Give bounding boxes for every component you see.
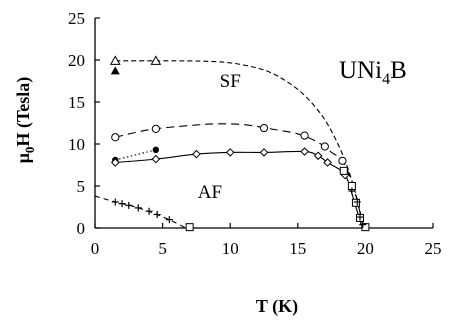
square-marker	[339, 166, 348, 175]
labels: UNi4B T (K) μ0H (Tesla) SF AF	[13, 57, 407, 317]
circle-marker	[259, 123, 269, 133]
circle-marker	[338, 156, 347, 165]
series-line-6	[94, 195, 186, 229]
plus-marker	[118, 200, 126, 208]
region-label: SF	[220, 71, 241, 92]
triangle-marker	[150, 55, 162, 65]
plus-marker	[111, 198, 119, 206]
markers	[109, 55, 370, 232]
x-tick-label: 25	[425, 239, 442, 258]
plus-marker	[153, 211, 161, 219]
filled-circle-marker	[152, 146, 160, 154]
y-axis-label: μ0H (Tesla)	[13, 77, 37, 164]
plus-marker	[353, 198, 361, 206]
x-tick-label: 20	[357, 239, 374, 258]
y-tick-label: 5	[77, 177, 86, 196]
diamond-marker	[259, 148, 269, 157]
x-tick-label: 10	[222, 239, 239, 258]
diamond-marker	[192, 149, 201, 159]
diamond-marker	[323, 158, 332, 167]
plus-marker	[359, 221, 367, 229]
circle-marker	[300, 131, 309, 140]
y-tick-label: 0	[77, 219, 86, 238]
circle-marker	[151, 124, 160, 133]
y-tick-label: 10	[68, 135, 85, 154]
square-marker	[351, 198, 360, 207]
region-label: AF	[198, 182, 222, 203]
y-tick-label: 15	[68, 93, 85, 112]
series-line-2	[115, 123, 364, 224]
diamond-marker	[151, 154, 161, 164]
series-line-0	[115, 60, 364, 224]
square-marker	[361, 223, 370, 232]
triangle-marker	[109, 55, 121, 65]
plus-marker	[348, 187, 356, 195]
x-tick-label: 5	[158, 239, 167, 258]
plus-marker	[145, 207, 153, 215]
circle-marker	[320, 142, 329, 151]
plus-marker	[134, 204, 142, 212]
series-line-3	[115, 149, 156, 161]
y-tick-label: 20	[68, 51, 85, 70]
diamond-marker	[313, 151, 323, 161]
x-tick-label: 15	[289, 239, 306, 258]
filled-triangle-marker	[110, 66, 120, 75]
x-axis-label: T (K)	[256, 296, 298, 317]
square-marker	[185, 223, 194, 232]
axes: 0 5 10 15 20 25 0 5 10 15 20 25	[68, 9, 442, 258]
chart-title: UNi4B	[339, 57, 407, 88]
plus-marker	[356, 213, 364, 221]
plus-marker	[165, 216, 173, 224]
diamond-marker	[110, 158, 120, 167]
plus-marker	[125, 201, 133, 209]
diamond-marker	[225, 148, 235, 157]
circle-marker	[111, 133, 120, 142]
x-tick-label: 0	[91, 239, 100, 258]
y-tick-label: 25	[68, 9, 85, 28]
diamond-marker	[300, 147, 309, 156]
